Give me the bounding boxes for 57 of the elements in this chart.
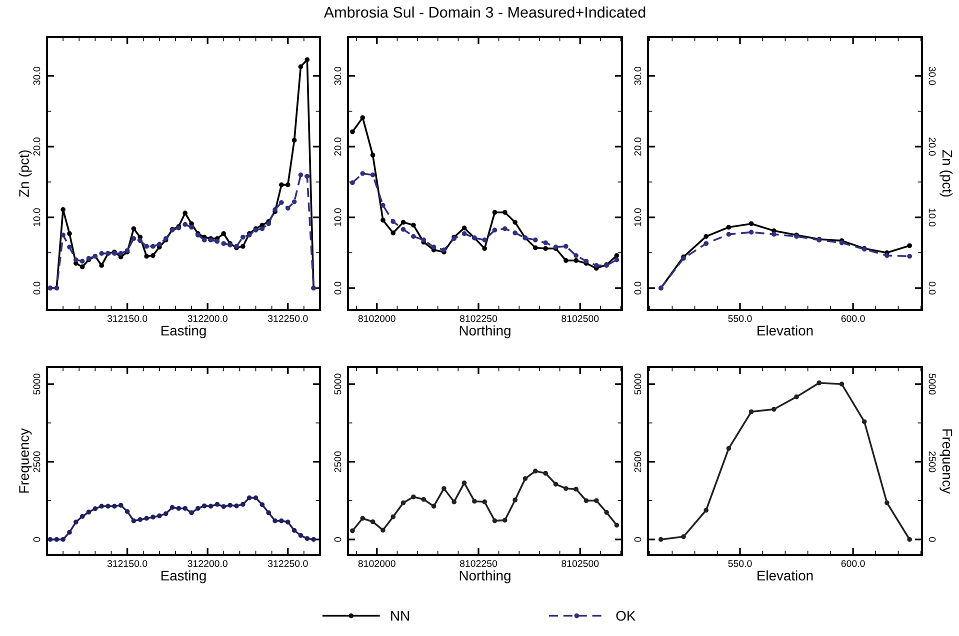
y-axis-title: Zn (pct)	[18, 150, 32, 197]
x-tick-label: 600.0	[841, 560, 865, 567]
y-tick-label: 20.0	[33, 138, 40, 156]
x-axis-title: Northing	[460, 325, 510, 338]
y-tick-label: 5000	[334, 374, 342, 395]
x-tick-label: 8102500	[562, 315, 599, 322]
x-axis-title: Elevation	[758, 570, 813, 581]
x-tick-label: 312200.0	[188, 315, 228, 322]
y2-tick-label: 30.0	[928, 66, 936, 85]
y-axis-title: Frequency	[19, 428, 32, 493]
y-tick-label: 20.0	[634, 138, 642, 156]
y2-tick-label: 0	[928, 537, 936, 542]
x-axis-title: Northing	[460, 570, 510, 584]
x-tick-label: 550.0	[728, 560, 752, 567]
y2-tick-label: 20.0	[928, 138, 936, 156]
x-tick-label: 8102250	[460, 560, 498, 567]
y-tick-label: 2500	[334, 451, 342, 472]
x-tick-label: 312150.0	[107, 560, 148, 567]
x-axis-title: Elevation	[758, 325, 813, 336]
x-tick-label: 312250.0	[268, 560, 308, 567]
y2-tick-label: 5000	[928, 374, 936, 395]
y-tick-label: 2500	[634, 451, 642, 472]
y-tick-label: 30.0	[334, 66, 342, 85]
y2-tick-label: 10.0	[928, 208, 936, 226]
y-tick-label: 5000	[33, 374, 40, 395]
y-tick-label: 10.0	[634, 208, 642, 226]
y-tick-label: 0.0	[634, 282, 642, 294]
x-tick-label: 312150.0	[107, 315, 148, 322]
y-tick-label: 20.0	[334, 138, 342, 156]
x-axis-title: Easting	[161, 570, 206, 584]
y2-axis-title: Zn (pct)	[940, 150, 953, 197]
x-tick-label: 8102000	[358, 315, 396, 322]
y2-tick-label: 2500	[928, 451, 936, 472]
x-tick-label: 312250.0	[268, 315, 308, 322]
x-tick-label: 600.0	[841, 315, 865, 322]
y-tick-label: 30.0	[33, 66, 40, 85]
y-tick-label: 0.0	[334, 282, 342, 294]
x-tick-label: 312200.0	[188, 560, 228, 567]
y-tick-label: 30.0	[634, 66, 642, 85]
y-tick-label: 10.0	[334, 208, 342, 226]
legend-label: OK	[616, 610, 636, 621]
y-tick-label: 2500	[33, 451, 40, 472]
y2-axis-title: Frequency	[940, 429, 952, 494]
x-axis-title: Easting	[161, 325, 206, 338]
legend-label: NN	[391, 611, 409, 621]
chart-title: Ambrosia Sul - Domain 3 - Measured+Indicated	[324, 6, 646, 18]
x-tick-label: 8102000	[358, 560, 396, 567]
x-tick-label: 550.0	[728, 315, 752, 322]
y2-tick-label: 0.0	[928, 282, 936, 294]
x-tick-label: 8102250	[460, 315, 498, 322]
y-tick-label: 0	[334, 537, 342, 542]
y-tick-label: 0.0	[33, 282, 40, 294]
y-tick-label: 10.0	[33, 208, 40, 226]
y-tick-label: 0	[634, 537, 642, 542]
y-tick-label: 0	[33, 537, 40, 542]
x-tick-label: 8102500	[562, 560, 599, 567]
y-tick-label: 5000	[634, 374, 642, 395]
